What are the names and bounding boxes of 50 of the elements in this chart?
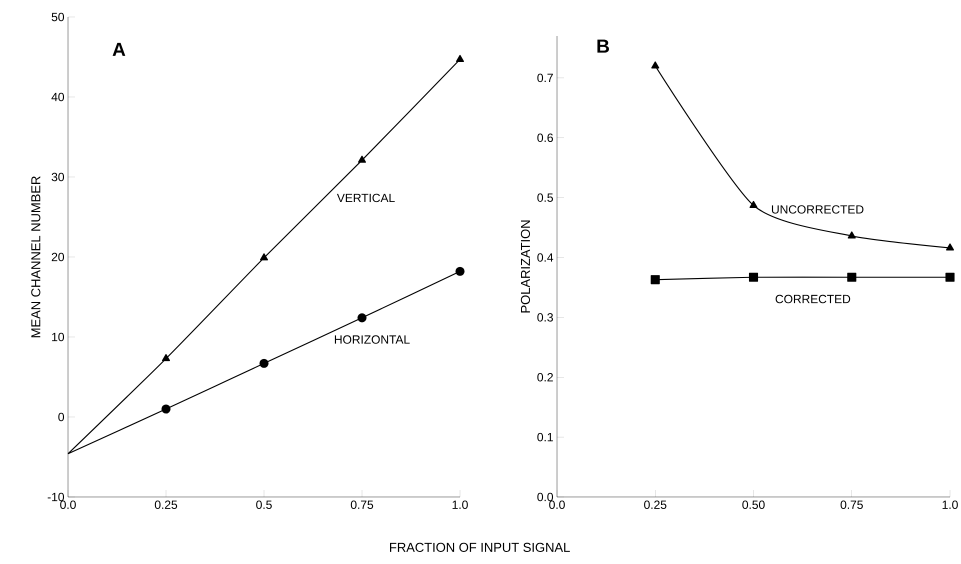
point [946,243,954,250]
point [260,253,268,260]
y-tick-label: 0.2 [537,373,553,382]
y-tick-label: 0.4 [537,253,554,262]
point [848,231,856,239]
x-tick-label: 1.0 [942,500,958,509]
x-tick-label: 0.25 [644,500,666,509]
point [357,313,367,322]
point [945,272,955,282]
y-tick-label: 0.0 [537,492,554,502]
y-axis-title: MEAN CHANNEL NUMBER [31,176,40,338]
point [456,54,464,62]
series-label: VERTICAL [336,194,395,202]
y-tick-label: 20 [52,252,64,262]
y-tick-label: 0.3 [537,313,553,322]
series-label: UNCORRECTED [772,205,864,214]
x-tick-label: 1.0 [452,500,468,509]
x-tick-label: 0.75 [840,500,863,509]
x-axis-title: FRACTION OF INPUT SIGNAL [390,542,570,552]
y-tick-label: 30 [52,172,64,182]
text: A [112,42,126,56]
point [650,275,660,284]
point [750,200,758,208]
point [748,272,758,282]
chart-title: B [597,40,609,53]
point [651,61,660,68]
x-tick-label: 0.75 [350,500,374,509]
point [847,272,856,282]
x-tick-label: 0.50 [742,500,765,509]
series-label: HORIZONTAL [334,335,410,344]
y-tick-label: 50 [52,12,64,22]
point [161,404,171,414]
x-tick-label: 0.5 [256,500,272,509]
x-tick-label: 0.0 [549,500,565,509]
y-tick-label: 0.5 [537,193,553,202]
y-tick-label: 0.1 [537,432,553,442]
y-tick-label: 10 [52,332,64,342]
y-tick-label: 40 [51,92,64,102]
y-tick-label: 0.7 [537,74,553,82]
y-tick-label: 0 [58,412,64,422]
y-tick-label: -10 [48,492,64,502]
point [455,266,465,276]
y-axis-title: POLARIZATION [520,220,530,312]
point [259,358,269,368]
point [162,354,170,362]
series-label: CORRECTED [776,294,850,304]
y-tick-label: 0.6 [537,134,553,142]
x-tick-label: 0.0 [60,500,76,509]
point [358,156,366,163]
x-tick-label: 0.25 [154,500,178,509]
